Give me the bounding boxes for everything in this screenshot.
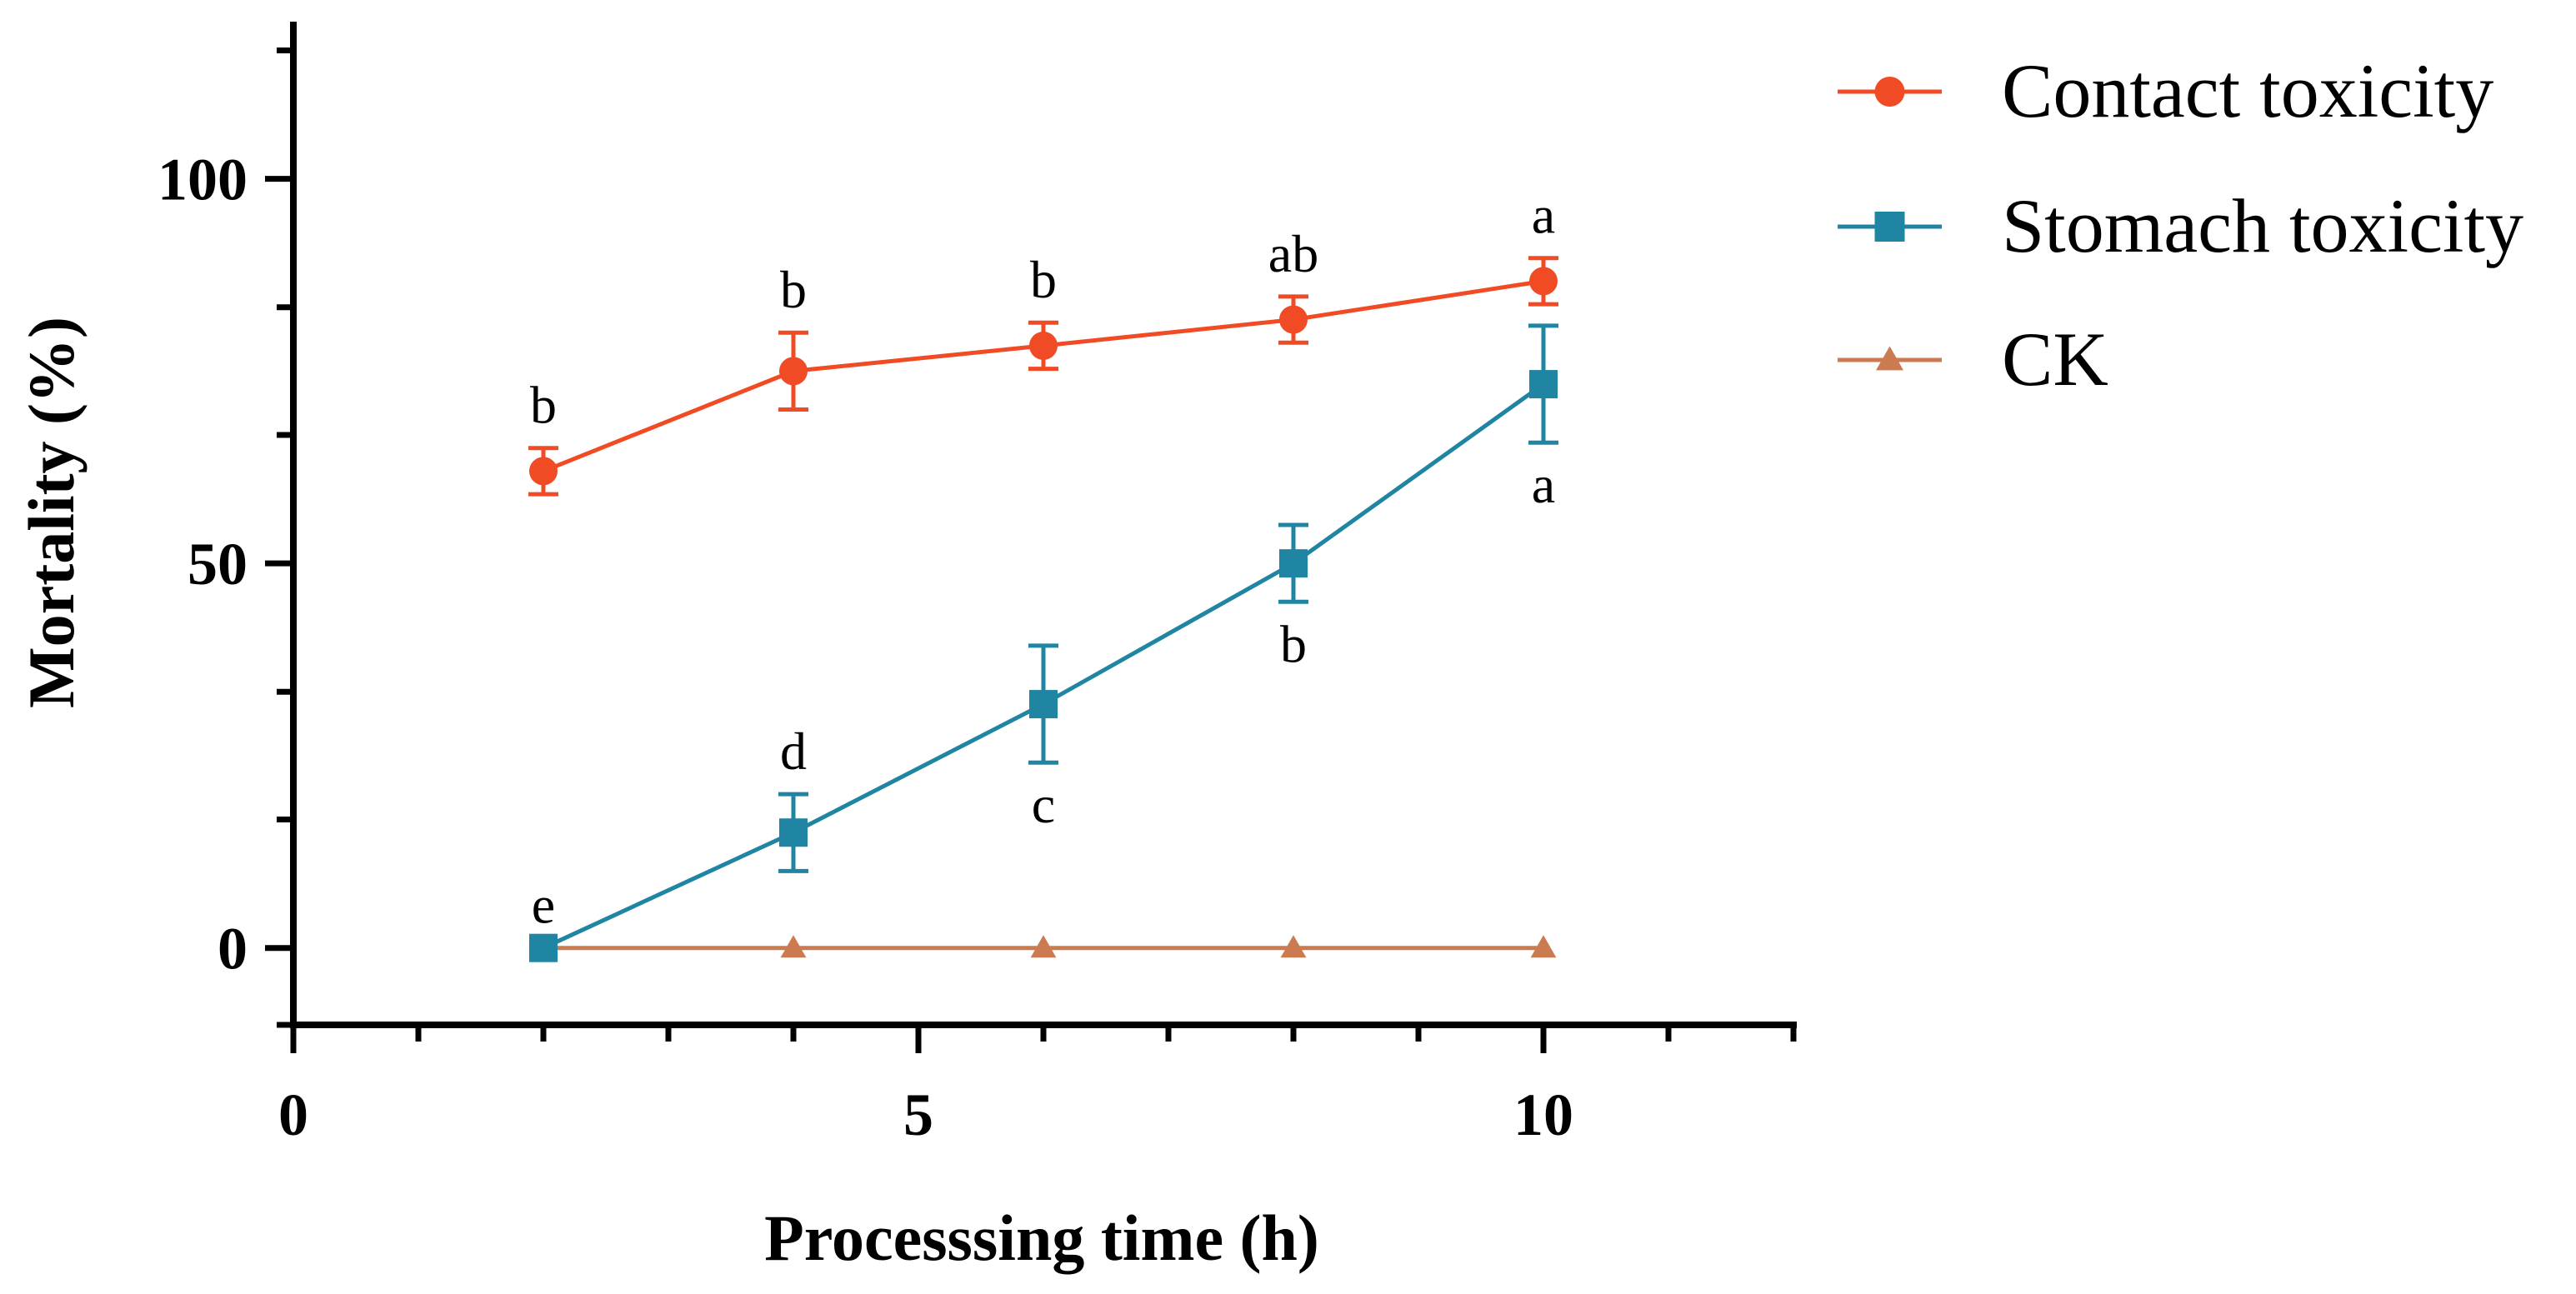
legend: Contact toxicity Stomach toxicity CK [1838,48,2523,402]
data-point [1029,331,1058,360]
data-point [1279,549,1308,578]
x-axis-title: Processsing time (h) [764,1202,1319,1274]
series-line [543,278,1544,473]
data-point [779,357,808,386]
legend-item-contact-toxicity: Contact toxicity [1838,48,2493,133]
series-stomach-toxicity [529,323,1558,962]
data-point [529,457,558,486]
significance-letter: b [780,260,807,319]
x-tick-label: 5 [903,1082,933,1148]
data-point [1280,935,1307,958]
axes: 0 50 100 0 5 10 [158,22,1797,1148]
x-tick-label: 10 [1513,1082,1573,1148]
legend-label: CK [2002,317,2108,402]
series-layer [528,256,1558,962]
data-point [1530,935,1557,958]
significance-letter: b [530,376,557,435]
data-point [1279,305,1308,334]
data-point [529,933,558,962]
data-point [1030,935,1057,958]
y-tick-label: 50 [188,531,248,597]
data-point [1529,267,1558,296]
significance-letter: ab [1268,224,1318,283]
series-ck [530,935,1557,958]
y-axis-title: Mortality (%) [15,317,88,708]
legend-item-stomach-toxicity: Stomach toxicity [1838,183,2523,268]
legend-label: Stomach toxicity [2002,183,2523,268]
x-tick-label: 0 [278,1082,308,1148]
legend-item-ck: CK [1838,317,2108,402]
data-point [1029,690,1058,719]
data-point [1529,370,1558,399]
significance-letter: a [1532,455,1555,514]
data-point [780,935,807,958]
y-tick-label: 100 [158,147,248,213]
legend-marker [1874,212,1905,242]
significance-letter: d [780,722,807,781]
significance-letter: a [1532,186,1555,245]
significance-letter: b [1280,614,1307,673]
significance-letter: e [532,876,555,935]
y-tick-label: 0 [218,916,248,982]
significance-letter: c [1032,775,1055,834]
legend-marker [1876,346,1903,371]
significance-letter: b [1030,250,1057,309]
legend-label: Contact toxicity [2002,48,2493,133]
series-contact-toxicity [528,256,1558,497]
legend-marker [1874,77,1905,107]
data-point [779,818,808,847]
